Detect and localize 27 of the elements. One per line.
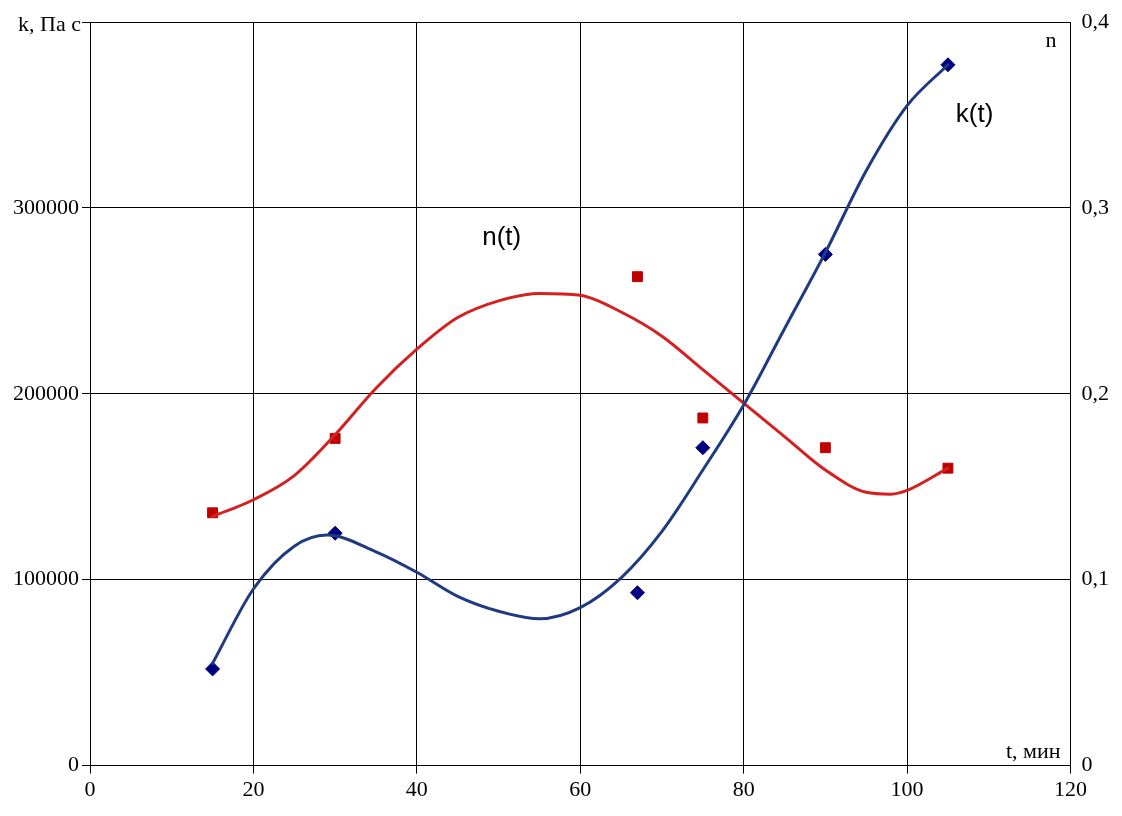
y-axis-title: k, Па с [18,10,82,36]
point [697,412,709,424]
point [819,442,831,454]
point [205,661,221,677]
annotation: n(t) [482,220,522,251]
x-tick-label: 20 [242,775,265,801]
y2-axis-title: n [1045,26,1057,52]
x-tick-label: 80 [732,775,755,801]
y2-tick-label: 0,4 [1081,7,1109,33]
point [632,271,643,283]
x-tick-label: 40 [405,775,428,801]
x-tick-label: 100 [890,775,924,801]
y-tick-label: 200000 [13,379,79,405]
y-tick-label: 300000 [13,193,79,219]
y-tick-label: 0 [68,751,79,777]
x-tick-label: 120 [1054,775,1087,801]
x-tick-label: 60 [569,775,592,801]
y-tick-label: 100000 [13,565,79,591]
y2-tick-label: 0 [1081,751,1093,777]
y2-tick-label: 0,2 [1081,379,1109,405]
point [629,585,645,601]
point [695,440,711,456]
annotation: k(t) [955,98,994,129]
y2-tick-label: 0,3 [1081,193,1109,219]
y2-tick-label: 0,1 [1081,565,1109,591]
x-tick-label: 0 [84,775,96,801]
x-axis-title: t, мин [1005,738,1061,764]
